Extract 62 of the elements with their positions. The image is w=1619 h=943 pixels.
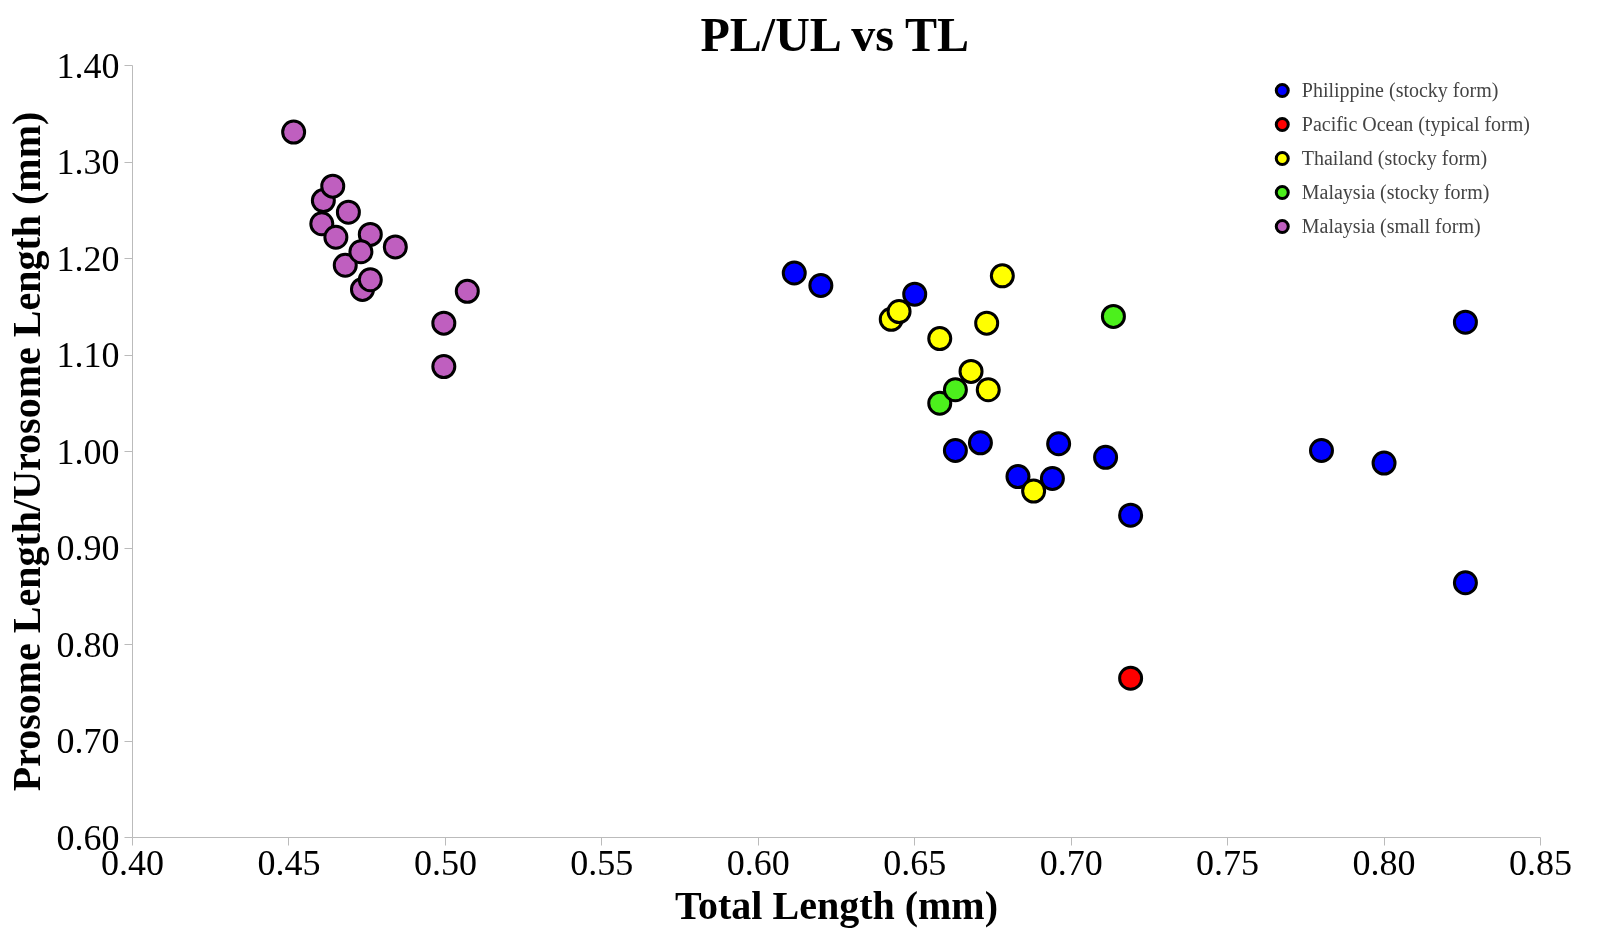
- legend-label: Thailand (stocky form): [1301, 146, 1488, 170]
- x-tick-label: 0.85: [1509, 842, 1572, 883]
- point: [1452, 309, 1478, 335]
- x-tick-label: 0.45: [257, 842, 321, 883]
- y-tick-label: 0.80: [56, 624, 120, 665]
- x-tick-label: 0.60: [726, 842, 790, 883]
- legend-label: Philippine (stocky form): [1301, 78, 1499, 102]
- point: [1308, 438, 1334, 464]
- y-tick-label: 1.10: [56, 335, 120, 375]
- point: [942, 377, 968, 403]
- x-axis-title: Total Length (mm): [675, 882, 998, 928]
- point: [382, 234, 408, 260]
- point: [357, 267, 383, 293]
- legend-label: Malaysia (small form): [1301, 214, 1481, 238]
- point: [1371, 450, 1397, 476]
- point: [357, 221, 383, 247]
- x-tick-label: 0.75: [1196, 842, 1260, 883]
- point: [1046, 431, 1072, 457]
- point: [320, 173, 346, 199]
- legend-label: Malaysia (stocky form): [1301, 180, 1490, 204]
- point: [942, 438, 968, 464]
- point: [886, 299, 912, 325]
- y-tick-label: 0.70: [56, 721, 120, 761]
- y-axis-title: Prosome Length/Urosome Length (mm): [3, 111, 49, 792]
- y-tick-label: 1.20: [56, 238, 120, 279]
- point: [1021, 478, 1047, 504]
- point: [431, 310, 457, 336]
- point: [335, 199, 361, 225]
- x-tick-label: 0.55: [570, 842, 634, 883]
- point: [781, 260, 807, 286]
- point: [1039, 466, 1065, 491]
- point: [332, 252, 358, 278]
- legend-label: Pacific Ocean (typical form): [1301, 112, 1530, 136]
- point: [348, 239, 374, 265]
- point: [1093, 444, 1119, 470]
- y-tick-label: 0.90: [56, 528, 120, 568]
- x-tick-label: 0.80: [1352, 842, 1416, 883]
- point: [281, 119, 307, 145]
- point: [927, 390, 953, 416]
- chart-title: PL/UL vs TL: [700, 7, 970, 61]
- point: [454, 278, 480, 304]
- x-tick-label: 0.50: [413, 842, 477, 883]
- y-tick-label: 1.30: [56, 142, 120, 182]
- point: [1118, 665, 1144, 691]
- point: [989, 263, 1015, 289]
- point: [975, 377, 1001, 403]
- y-tick-label: 1.40: [56, 45, 120, 86]
- point: [902, 281, 928, 307]
- x-tick-label: 0.70: [1039, 842, 1103, 883]
- point: [323, 224, 349, 250]
- point: [927, 326, 953, 352]
- x-tick-label: 0.65: [883, 842, 947, 883]
- point: [958, 358, 984, 384]
- y-tick-label: 1.00: [56, 431, 120, 472]
- point: [808, 273, 834, 298]
- point: [1118, 502, 1144, 528]
- point: [431, 354, 457, 380]
- point: [974, 310, 1000, 336]
- point: [1005, 464, 1031, 490]
- point: [1100, 303, 1126, 329]
- point: [1452, 570, 1478, 596]
- point: [967, 430, 993, 456]
